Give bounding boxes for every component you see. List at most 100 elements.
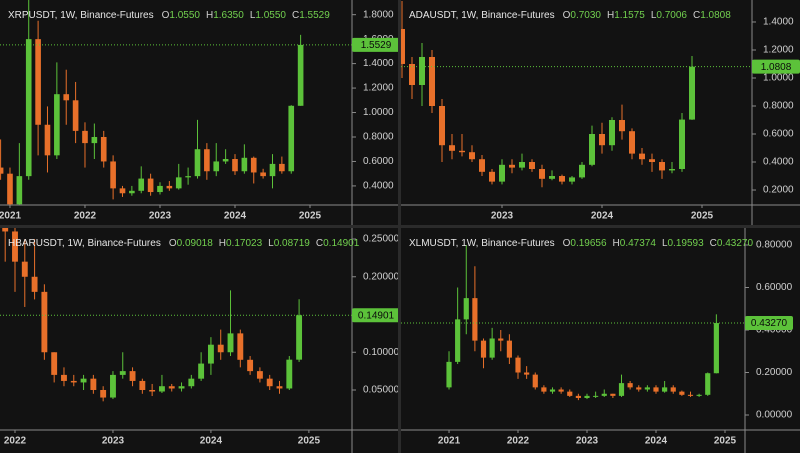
- candle-body: [679, 391, 685, 395]
- candle-body: [669, 169, 675, 171]
- candle-body: [80, 378, 87, 383]
- last-price-box: [745, 316, 793, 331]
- candle-body: [16, 176, 23, 205]
- candle-body: [139, 380, 146, 390]
- candle-body: [532, 374, 538, 388]
- y-tick-label: 1.0000: [763, 73, 794, 84]
- candle-body: [529, 162, 535, 170]
- candle-body: [687, 394, 694, 396]
- candle-body: [472, 298, 478, 341]
- y-tick-label: 0.05000: [363, 385, 400, 396]
- legend-value: 1.0808: [700, 10, 731, 21]
- y-tick-label: 1.4000: [763, 17, 794, 28]
- candle-body: [627, 383, 633, 388]
- candle-body: [166, 185, 173, 189]
- candle-body: [506, 340, 512, 358]
- x-tick-label: 2021: [438, 436, 461, 447]
- candle-body: [279, 163, 285, 172]
- candle-body: [409, 63, 415, 85]
- candle-body: [662, 387, 668, 392]
- candle-body: [480, 340, 487, 358]
- candle-body: [589, 134, 595, 165]
- chart-header: XLMUSDT, 1W, Binance-Futures O0.19656 H0.4…: [409, 238, 753, 249]
- legend-key: C: [693, 10, 700, 21]
- chart-panel: 0.2000 0.4000 0.6000 0.8000 1.0000 1.2000 1.40…: [401, 0, 800, 225]
- candle-body: [696, 394, 702, 396]
- legend-key: O: [162, 10, 170, 21]
- candle-body: [51, 352, 58, 375]
- y-tick-label: 0.25000: [363, 234, 400, 245]
- candle-body: [705, 373, 711, 395]
- y-tick-label: 0.8000: [363, 132, 394, 143]
- candle-body: [296, 315, 303, 360]
- candle-body: [618, 383, 625, 396]
- candle-body: [260, 172, 266, 177]
- legend-value: 0.7030: [570, 10, 601, 21]
- y-tick-label: 0.2000: [763, 185, 794, 196]
- chart-title: XRPUSDT, 1W, Binance-Futures: [8, 10, 154, 21]
- candle-body: [659, 162, 665, 171]
- plot-area: [401, 0, 752, 188]
- panel-background: [401, 228, 800, 453]
- legend-value: 0.43270: [717, 238, 754, 249]
- candle-body: [90, 378, 97, 390]
- candle-body: [713, 323, 719, 374]
- candle-body: [539, 169, 545, 179]
- candle-body: [138, 178, 145, 191]
- candle-body: [63, 94, 70, 101]
- y-tick-label: 1.8000: [363, 9, 394, 20]
- legend-key: H: [206, 10, 213, 21]
- legend-key: L: [651, 10, 657, 21]
- candle-body: [188, 378, 195, 387]
- legend-value: 0.08719: [274, 238, 311, 249]
- candle-body: [489, 171, 495, 182]
- x-tick-label: 2024: [200, 436, 223, 447]
- candle-body: [119, 188, 126, 194]
- legend-key: L: [662, 238, 668, 249]
- candle-body: [266, 378, 273, 387]
- candle-body: [401, 28, 405, 64]
- candle-body: [100, 389, 107, 398]
- candle-body: [579, 164, 585, 178]
- legend-value: 0.09018: [177, 238, 214, 249]
- legend-value: 0.47374: [620, 238, 657, 249]
- candle-body: [250, 157, 257, 173]
- legend-value: 0.19593: [668, 238, 705, 249]
- legend-key: H: [219, 238, 226, 249]
- plot-area: [0, 228, 352, 402]
- legend-value: 0.17023: [226, 238, 263, 249]
- x-tick-label: 2025: [691, 211, 714, 222]
- candle-body: [207, 344, 214, 364]
- y-tick-label: 0.10000: [363, 347, 400, 358]
- x-tick-label: 2023: [149, 211, 172, 222]
- y-tick-label: 0.20000: [756, 367, 793, 378]
- last-price-box: [352, 37, 398, 52]
- candle-body: [575, 395, 581, 398]
- chart-header: HBARUSDT, 1W, Binance-Futures O0.09018 H0.…: [8, 238, 360, 249]
- candle-body: [82, 130, 88, 144]
- candle-body: [41, 291, 48, 353]
- candle-body: [469, 152, 475, 160]
- candle-body: [213, 161, 220, 172]
- candle-body: [21, 261, 28, 277]
- candle-body: [149, 389, 156, 392]
- candle-body: [559, 176, 565, 182]
- candle-body: [35, 39, 41, 125]
- x-tick-label: 2025: [298, 436, 321, 447]
- legend-value: 1.6350: [213, 10, 244, 21]
- candle-body: [204, 149, 210, 172]
- legend-value: 1.0550: [169, 10, 200, 21]
- y-tick-label: 0.60000: [756, 282, 793, 293]
- candle-body: [569, 177, 575, 182]
- chart-header: ADAUSDT, 1W, Binance-Futures O0.7030 H1.15…: [409, 10, 731, 21]
- y-tick-label: 1.4000: [363, 58, 394, 69]
- candle-body: [459, 150, 465, 153]
- y-tick-label: 0.20000: [363, 271, 400, 282]
- candle-body: [593, 395, 599, 397]
- x-tick-label: 2023: [491, 211, 514, 222]
- y-tick-label: 0.8000: [763, 101, 794, 112]
- candle-body: [653, 387, 659, 392]
- candle-body: [198, 363, 205, 379]
- candle-body: [670, 387, 676, 392]
